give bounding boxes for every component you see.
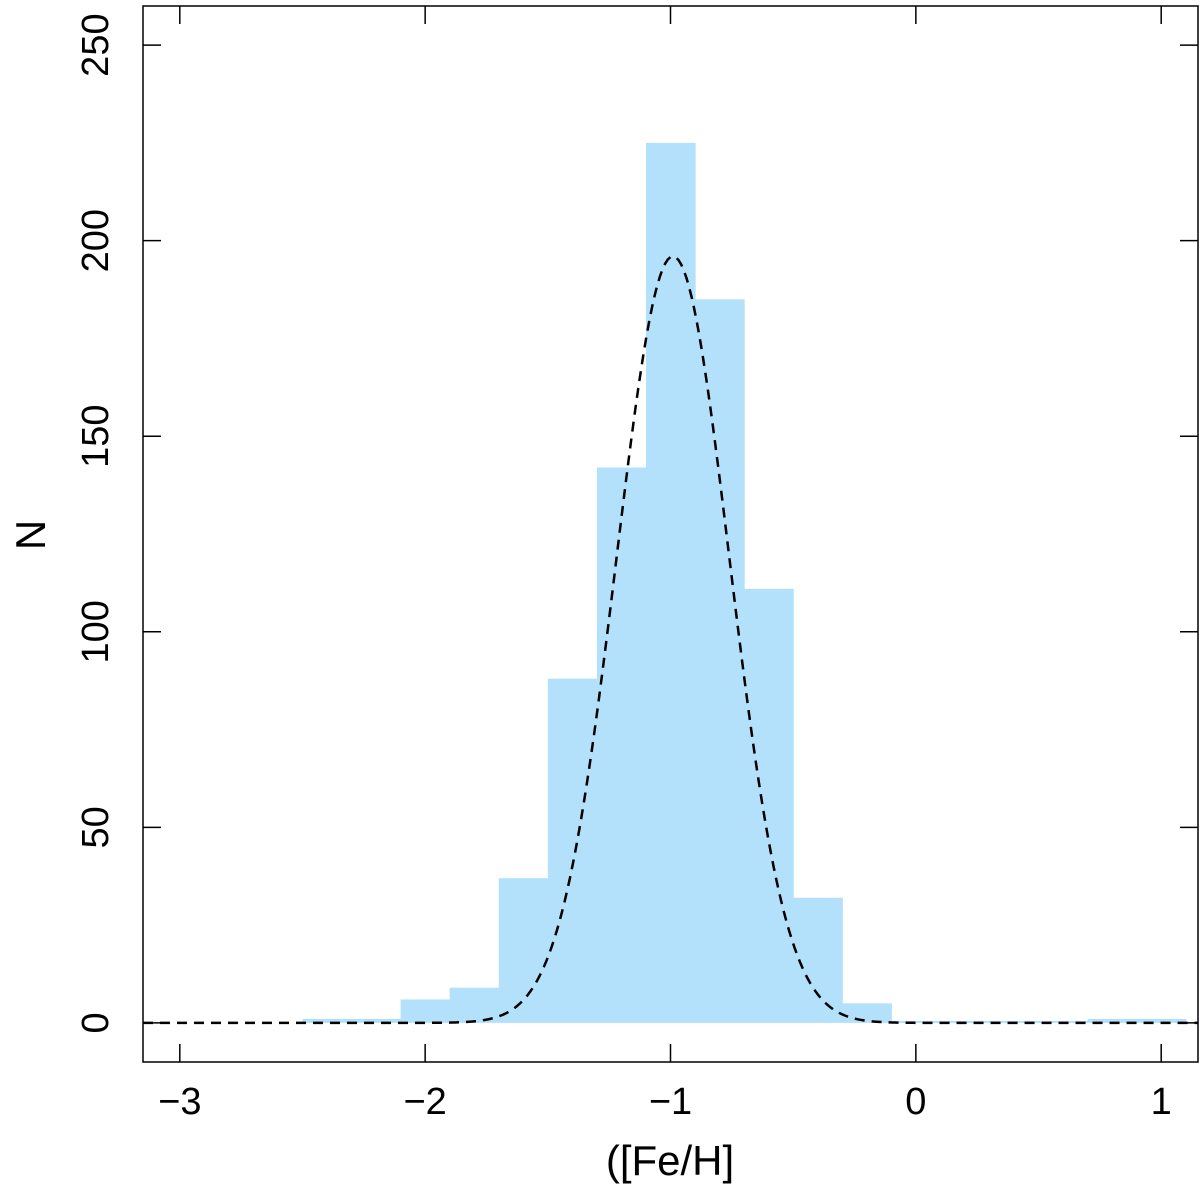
histogram-bar-9 (744, 588, 794, 1023)
x-tick-label: 1 (1151, 1081, 1172, 1123)
histogram-bar-0 (302, 1018, 353, 1023)
histogram-bar-6 (596, 467, 647, 1023)
histogram-bar-1 (351, 1018, 402, 1023)
histogram-bar-11 (842, 1003, 892, 1023)
y-tick-label: 50 (75, 806, 117, 848)
y-axis-label: N (7, 520, 54, 550)
x-tick-label: −3 (158, 1081, 201, 1123)
x-tick-label: 0 (905, 1081, 926, 1123)
histogram-bar-7 (645, 142, 696, 1023)
x-tick-label: −2 (403, 1081, 446, 1123)
histogram-bar-3 (449, 987, 500, 1023)
y-tick-label: 150 (75, 405, 117, 468)
histogram-bar-4 (498, 878, 549, 1023)
histogram-bar-17 (1136, 1018, 1187, 1023)
y-tick-label: 250 (75, 13, 117, 76)
histogram-bar-2 (400, 999, 451, 1023)
histogram-bar-5 (547, 678, 598, 1023)
histogram-bar-8 (695, 299, 745, 1023)
y-axis: 0 50 100 150 200 250 (75, 13, 1198, 1033)
x-tick-label: −1 (649, 1081, 692, 1123)
histogram-bar-16 (1087, 1018, 1138, 1023)
x-axis: −3 −2 −1 0 1 (158, 6, 1172, 1123)
x-axis-label: ([Fe/H] (606, 1137, 734, 1184)
gaussian-fit-curve (143, 255, 1198, 1025)
y-tick-label: 200 (75, 209, 117, 272)
y-tick-label: 0 (75, 1012, 117, 1033)
histogram-bar-10 (793, 897, 843, 1023)
y-tick-label: 100 (75, 600, 117, 663)
histogram-bar-12 (891, 1020, 941, 1023)
histogram-bars (302, 142, 1187, 1023)
